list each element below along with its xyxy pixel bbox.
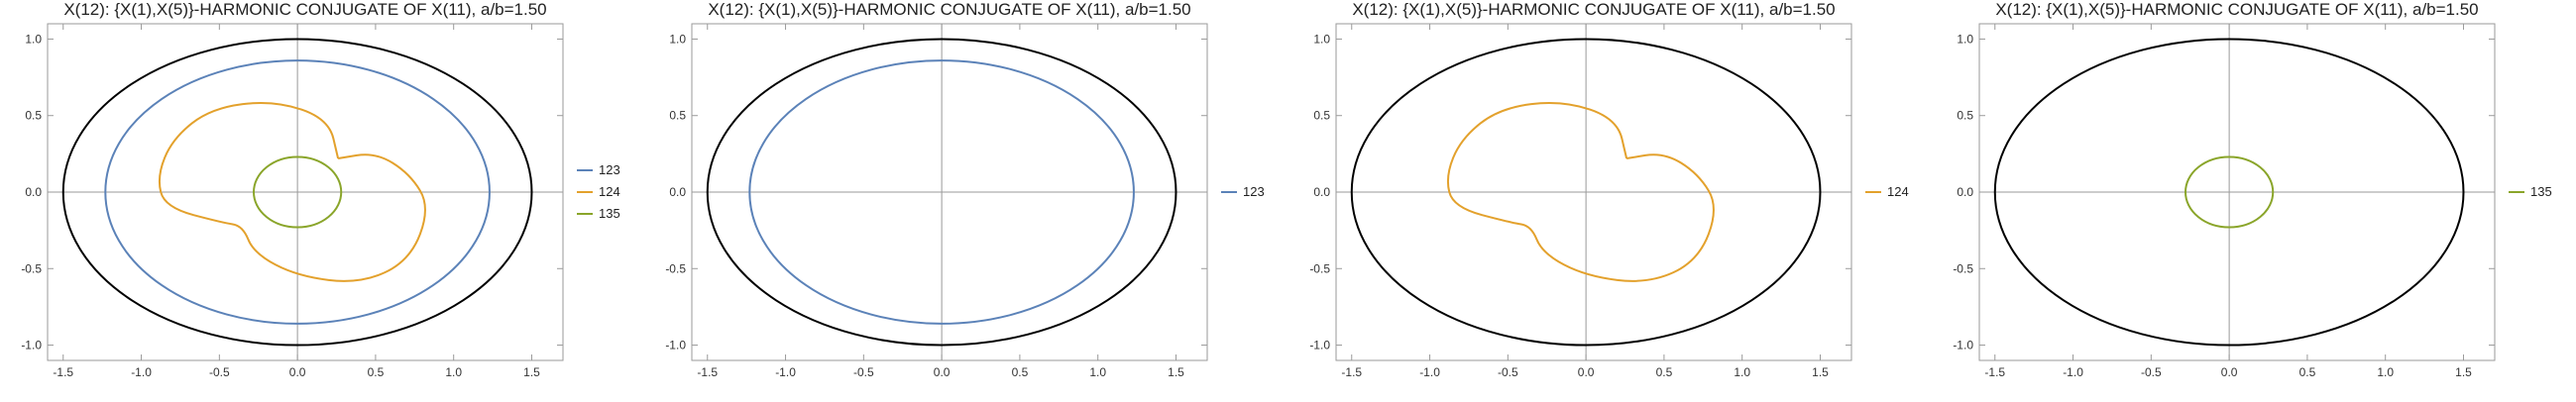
series-curve-124 (1446, 102, 1715, 282)
x-tick-label: 1.5 (1168, 365, 1184, 379)
y-tick-label: 0.0 (1957, 185, 1973, 199)
reference-ellipse (1993, 38, 2465, 347)
legend-label: 123 (599, 162, 620, 177)
x-tick-label: 1.5 (1812, 365, 1829, 379)
reference-ellipse (706, 38, 1177, 347)
legend-label: 135 (2530, 184, 2552, 199)
chart-panel-3: X(12): {X(1),X(5)}-HARMONIC CONJUGATE OF… (1309, 0, 1908, 379)
x-tick-label: 0.0 (1578, 365, 1595, 379)
chart-title: X(12): {X(1),X(5)}-HARMONIC CONJUGATE OF… (63, 0, 546, 19)
x-tick-label: 0.5 (2299, 365, 2316, 379)
x-tick-label: 1.0 (445, 365, 462, 379)
series-curve-135 (253, 155, 343, 229)
y-tick-label: 1.0 (1313, 32, 1330, 46)
legend-label: 123 (1243, 184, 1265, 199)
y-tick-label: -0.5 (665, 261, 686, 275)
x-tick-label: -1.0 (1419, 365, 1440, 379)
x-tick-label: 1.0 (2377, 365, 2394, 379)
chart-title: X(12): {X(1),X(5)}-HARMONIC CONJUGATE OF… (708, 0, 1190, 19)
y-tick-label: 1.0 (1957, 32, 1973, 46)
x-tick-label: 0.5 (1656, 365, 1673, 379)
y-tick-label: 0.5 (669, 109, 686, 123)
x-tick-label: -0.5 (853, 365, 874, 379)
x-tick-label: -1.5 (697, 365, 718, 379)
y-tick-label: 0.0 (25, 185, 42, 199)
x-tick-label: -0.5 (2141, 365, 2162, 379)
x-tick-label: -0.5 (209, 365, 230, 379)
x-tick-label: -1.5 (1341, 365, 1362, 379)
legend-label: 135 (599, 206, 620, 221)
reference-ellipse (1350, 38, 1822, 347)
chart-title: X(12): {X(1),X(5)}-HARMONIC CONJUGATE OF… (1352, 0, 1835, 19)
series-curve-123 (104, 59, 491, 325)
y-tick-label: 1.0 (669, 32, 686, 46)
legend-label: 124 (599, 184, 620, 199)
y-tick-label: -1.0 (1309, 339, 1330, 352)
y-tick-label: 1.0 (25, 32, 42, 46)
reference-ellipse (61, 38, 533, 347)
x-tick-label: -1.0 (2063, 365, 2083, 379)
y-tick-label: 0.0 (669, 185, 686, 199)
series-curve-124 (158, 102, 426, 282)
y-tick-label: 0.0 (1313, 185, 1330, 199)
x-tick-label: -1.0 (775, 365, 796, 379)
chart-panel-2: X(12): {X(1),X(5)}-HARMONIC CONJUGATE OF… (665, 0, 1264, 379)
x-tick-label: 1.5 (523, 365, 540, 379)
chart-panel-1: X(12): {X(1),X(5)}-HARMONIC CONJUGATE OF… (21, 0, 619, 379)
y-tick-label: -0.5 (1953, 261, 1973, 275)
chart-title: X(12): {X(1),X(5)}-HARMONIC CONJUGATE OF… (1995, 0, 2478, 19)
y-tick-label: 0.5 (1313, 109, 1330, 123)
x-tick-label: 0.0 (934, 365, 951, 379)
y-tick-label: 0.5 (1957, 109, 1973, 123)
x-tick-label: 0.5 (1012, 365, 1029, 379)
y-tick-label: -1.0 (665, 339, 686, 352)
y-tick-label: -1.0 (21, 339, 42, 352)
x-tick-label: 1.0 (1734, 365, 1750, 379)
x-tick-label: 0.0 (2221, 365, 2238, 379)
chart-panel-4: X(12): {X(1),X(5)}-HARMONIC CONJUGATE OF… (1953, 0, 2551, 379)
x-tick-label: 1.5 (2455, 365, 2472, 379)
x-tick-label: 0.5 (368, 365, 385, 379)
x-tick-label: -0.5 (1498, 365, 1518, 379)
series-curve-135 (2184, 155, 2275, 229)
x-tick-label: -1.0 (131, 365, 152, 379)
y-tick-label: -0.5 (21, 261, 42, 275)
y-tick-label: -0.5 (1309, 261, 1330, 275)
y-tick-label: 0.5 (25, 109, 42, 123)
series-curve-123 (748, 59, 1135, 325)
x-tick-label: 0.0 (289, 365, 306, 379)
legend-label: 124 (1887, 184, 1909, 199)
x-tick-label: -1.5 (1984, 365, 2005, 379)
x-tick-label: 1.0 (1089, 365, 1106, 379)
y-tick-label: -1.0 (1953, 339, 1973, 352)
x-tick-label: -1.5 (53, 365, 73, 379)
